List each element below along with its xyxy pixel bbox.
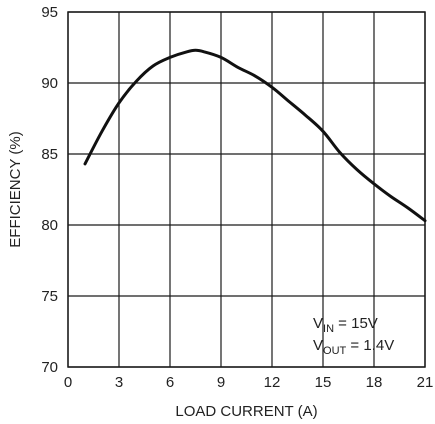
- x-tick-label: 15: [315, 374, 332, 391]
- plot-frame: [67, 11, 426, 368]
- y-axis-label: EFFICIENCY (%): [7, 131, 24, 247]
- y-tick-label: 95: [41, 4, 58, 21]
- x-tick-labels: 0 3 6 9 12 15 18 21: [64, 374, 434, 391]
- y-tick-label: 90: [41, 75, 58, 92]
- x-tick-label: 0: [64, 374, 72, 391]
- y-tick-label: 85: [41, 146, 58, 163]
- x-tick-label: 6: [166, 374, 174, 391]
- y-tick-label: 70: [41, 359, 58, 376]
- y-tick-label: 75: [41, 288, 58, 305]
- grid: [67, 11, 426, 368]
- x-tick-label: 21: [417, 374, 434, 391]
- y-tick-labels: 70 75 80 85 90 95: [41, 4, 58, 376]
- y-tick-label: 80: [41, 217, 58, 234]
- x-tick-label: 9: [217, 374, 225, 391]
- x-axis-label: LOAD CURRENT (A): [175, 403, 317, 420]
- condition-line: VOUT = 1.4V: [313, 337, 394, 357]
- condition-line: VIN = 15V: [313, 315, 378, 335]
- x-tick-label: 18: [366, 374, 383, 391]
- efficiency-curve: [83, 48, 427, 223]
- x-tick-label: 12: [264, 374, 281, 391]
- x-tick-label: 3: [115, 374, 123, 391]
